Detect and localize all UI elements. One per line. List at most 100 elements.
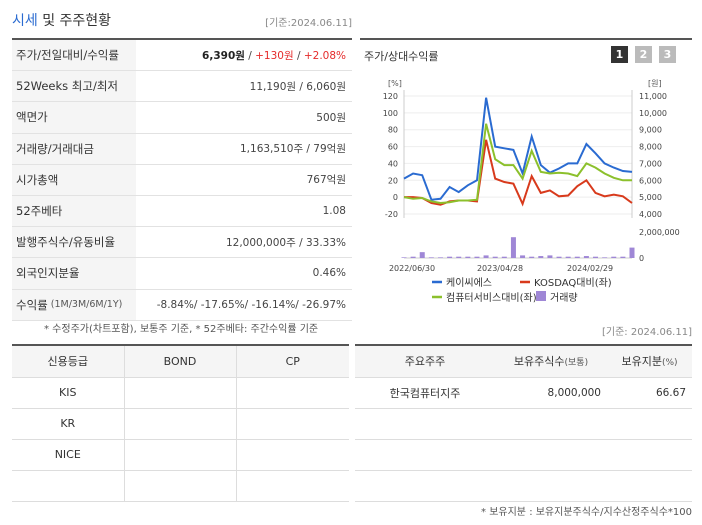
credit-header: 신용등급 (12, 345, 125, 378)
x-tick-label: 2024/02/29 (567, 264, 613, 273)
stats-value: 500원 (316, 111, 346, 124)
volume-bar (529, 256, 535, 258)
holders-header: 보유주식수(보통) (495, 345, 607, 378)
right-tick-label: 6,000 (639, 176, 662, 185)
stats-value: 6,390원 / +130원 / +2.08% (202, 49, 346, 62)
stats-row-marketcap: 시가총액 767억원 (12, 164, 352, 196)
asof-date-2: [기준: 2024.06.11] (601, 327, 692, 338)
holders-header: 보유지분(%) (607, 345, 692, 378)
credit-rating-table: 신용등급 BOND CP KIS KR NICE (12, 344, 349, 502)
table-row: 한국컴퓨터지주 8,000,000 66.67 (355, 377, 692, 409)
stats-value: 1,163,510주 / 79억원 (240, 143, 346, 156)
section-title: 시세 및 주주현황 (12, 13, 112, 29)
table-row (355, 439, 692, 471)
stats-label: 거래량/거래대금 (12, 133, 136, 164)
chart-page-3-button[interactable]: 3 (659, 46, 676, 63)
volume-bar (583, 256, 589, 258)
stats-label: 시가총액 (12, 164, 136, 195)
volume-bar (419, 252, 425, 258)
left-tick-label: 120 (383, 92, 398, 101)
stats-row-return: 수익률 (1M/3M/6M/1Y) -8.84%/ -17.65%/ -16.14… (12, 289, 352, 321)
volume-bar (447, 256, 453, 258)
x-tick-label: 2023/04/28 (477, 264, 523, 273)
stats-label: 발행주식수/유동비율 (12, 227, 136, 258)
stats-label: 액면가 (12, 102, 136, 133)
series-line (403, 123, 632, 205)
stats-value: 1.08 (322, 205, 346, 218)
volume-bar (574, 256, 580, 258)
legend-label: 거래량 (550, 292, 578, 304)
right-tick-label: 11,000 (639, 92, 667, 101)
volume-bar (602, 257, 608, 258)
section-header: 시세 및 주주현황 [기준:2024.06.11] (12, 10, 352, 32)
left-tick-label: -20 (385, 210, 398, 219)
volume-bar (538, 256, 544, 258)
volume-bar (593, 256, 599, 258)
stats-label: 52Weeks 최고/최저 (12, 71, 136, 102)
credit-header: BOND (123, 345, 237, 378)
stats-row-shares: 발행주식수/유동비율 12,000,000주 / 33.33% (12, 227, 352, 259)
legend-label: 케이씨에스 (446, 277, 492, 289)
volume-bar (465, 256, 471, 258)
series-line (403, 97, 633, 201)
volume-bar (620, 256, 626, 258)
right-tick-label: 9,000 (639, 126, 662, 135)
stats-value: 12,000,000주 / 33.33% (225, 236, 346, 249)
right-tick-label: 8,000 (639, 143, 662, 152)
stats-value: 767억원 (306, 174, 346, 187)
left-tick-label: 40 (388, 159, 398, 168)
volume-bar (547, 255, 553, 258)
volume-tick-label: 0 (639, 254, 644, 263)
left-tick-label: 80 (388, 126, 398, 135)
table-row: NICE (12, 438, 349, 471)
stats-row-volume: 거래량/거래대금 1,163,510주 / 79억원 (12, 133, 352, 165)
stats-row-52w: 52Weeks 최고/최저 11,190원 / 6,060원 (12, 71, 352, 103)
legend-label: 컴퓨터서비스대비(좌) (446, 292, 537, 304)
volume-bar (611, 256, 617, 258)
stats-label: 수익률 (1M/3M/6M/1Y) (12, 289, 136, 320)
chart-page-1-button[interactable]: 1 (611, 46, 628, 63)
volume-bar (410, 256, 416, 258)
volume-bar (474, 256, 480, 258)
table-row (355, 408, 692, 440)
stats-value: 11,190원 / 6,060원 (249, 80, 346, 93)
stats-row-foreign: 외국인지분율 0.46% (12, 258, 352, 290)
volume-tick-label: 2,000,000 (639, 228, 680, 237)
left-tick-label: 0 (393, 193, 398, 202)
price-chart: [%] [원] 120 100 80 60 40 20 0 -20 11,000 10,000 9,00… (383, 79, 680, 304)
stats-footnote: * 수정주가(차트포함), 보통주 기준, * 52주베타: 주간수익률 기준 (44, 324, 319, 335)
holders-header: 주요주주 (355, 345, 495, 378)
table-row (12, 469, 349, 502)
stats-label: 외국인지분율 (12, 258, 136, 289)
stats-row-price: 주가/전일대비/수익률 6,390원 / +130원 / +2.08% (12, 40, 352, 72)
left-tick-label: 60 (388, 143, 398, 152)
stats-label: 52주베타 (12, 195, 136, 227)
chart-page-2-button[interactable]: 2 (635, 46, 652, 63)
stats-row-par: 액면가 500원 (12, 102, 352, 134)
right-unit-label: [원] (648, 79, 662, 88)
stats-value: -8.84%/ -17.65%/ -16.14%/ -26.97% (156, 298, 346, 311)
legend-swatch (536, 291, 546, 301)
volume-bar (556, 256, 562, 258)
volume-bar (456, 256, 462, 258)
volume-bar (483, 255, 489, 258)
x-tick-label: 2022/06/30 (389, 264, 435, 273)
chart-panel: 주가/상대수익률 1 2 3 [%] [원] 120 100 80 60 40 20 0 -20 1… (360, 38, 692, 318)
table-row: KR (12, 407, 349, 440)
right-tick-label: 7,000 (639, 159, 662, 168)
credit-header: CP (235, 345, 349, 378)
holders-footnote: * 보유지분 : 보유지분주식수/지수산정주식수*100 (481, 507, 692, 518)
table-row: KIS (12, 376, 349, 409)
left-tick-label: 100 (383, 109, 398, 118)
series-line (404, 139, 633, 207)
chart-title: 주가/상대수익률 (364, 50, 439, 63)
left-unit-label: [%] (388, 79, 402, 88)
legend-label: KOSDAQ대비(좌) (534, 277, 612, 289)
shareholders-table: 주요주주 보유주식수(보통) 보유지분(%) 한국컴퓨터지주 8,000,000 6… (355, 344, 692, 502)
volume-bar (520, 255, 526, 258)
volume-bar (401, 257, 407, 258)
volume-bar (437, 257, 443, 258)
left-tick-label: 20 (388, 176, 398, 185)
volume-bar (492, 256, 498, 258)
table-row (355, 470, 692, 502)
